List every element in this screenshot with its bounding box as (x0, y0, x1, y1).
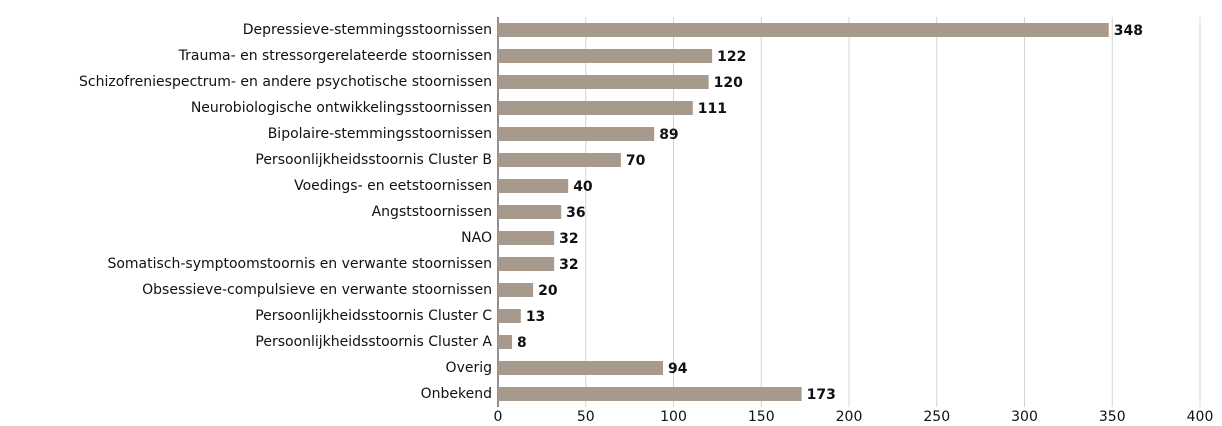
y-tick-label: Schizofreniespectrum- en andere psychoti… (79, 74, 492, 90)
value-label: 13 (526, 309, 545, 325)
y-tick-label: NAO (461, 230, 492, 246)
value-label: 94 (668, 361, 688, 377)
y-tick-label: Persoonlijkheidsstoornis Cluster C (255, 308, 492, 324)
value-label: 70 (626, 153, 646, 169)
bar (498, 283, 534, 297)
value-label: 111 (698, 101, 727, 117)
bar (498, 387, 802, 401)
bar (498, 309, 521, 323)
value-label: 173 (807, 387, 836, 403)
bar (498, 361, 663, 375)
y-tick-label: Voedings- en eetstoornissen (294, 178, 492, 194)
y-tick-label: Trauma- en stressorgerelateerde stoornis… (178, 48, 492, 64)
y-tick-label: Neurobiologische ontwikkelingsstoornisse… (191, 100, 492, 116)
value-label: 32 (559, 231, 578, 247)
value-label: 36 (566, 205, 585, 221)
value-label: 8 (517, 335, 527, 351)
bar (498, 127, 655, 141)
x-tick-label: 150 (748, 409, 775, 425)
x-tick-label: 0 (494, 409, 503, 425)
x-tick-label: 300 (1011, 409, 1038, 425)
bar (498, 231, 555, 245)
value-label: 120 (714, 75, 743, 91)
y-tick-label: Persoonlijkheidsstoornis Cluster B (255, 152, 492, 168)
bar (498, 257, 555, 271)
y-tick-label: Angststoornissen (372, 204, 492, 220)
value-label: 89 (659, 127, 678, 143)
x-tick-label: 100 (660, 409, 687, 425)
y-tick-label: Persoonlijkheidsstoornis Cluster A (255, 334, 492, 350)
y-tick-label: Somatisch-symptoomstoornis en verwante s… (107, 256, 492, 272)
bar (498, 153, 621, 167)
y-tick-label: Onbekend (421, 386, 492, 402)
x-tick-label: 250 (923, 409, 950, 425)
bar (498, 75, 709, 89)
value-label: 122 (717, 49, 746, 65)
y-tick-label: Overig (446, 360, 492, 376)
x-tick-label: 400 (1187, 409, 1214, 425)
y-tick-label: Bipolaire-stemmingsstoornissen (268, 126, 492, 142)
value-label: 20 (538, 283, 558, 299)
y-tick-label: Obsessieve-compulsieve en verwante stoor… (142, 282, 492, 298)
value-label: 348 (1114, 23, 1143, 39)
x-tick-label: 200 (836, 409, 863, 425)
x-tick-label: 50 (577, 409, 595, 425)
value-label: 40 (573, 179, 593, 195)
x-tick-label: 350 (1099, 409, 1126, 425)
bar (498, 179, 569, 193)
bar (498, 49, 713, 63)
bar (498, 205, 562, 219)
y-tick-label: Depressieve-stemmingsstoornissen (243, 22, 492, 38)
bar (498, 335, 513, 349)
bar (498, 23, 1109, 37)
value-label: 32 (559, 257, 578, 273)
bar (498, 101, 693, 115)
